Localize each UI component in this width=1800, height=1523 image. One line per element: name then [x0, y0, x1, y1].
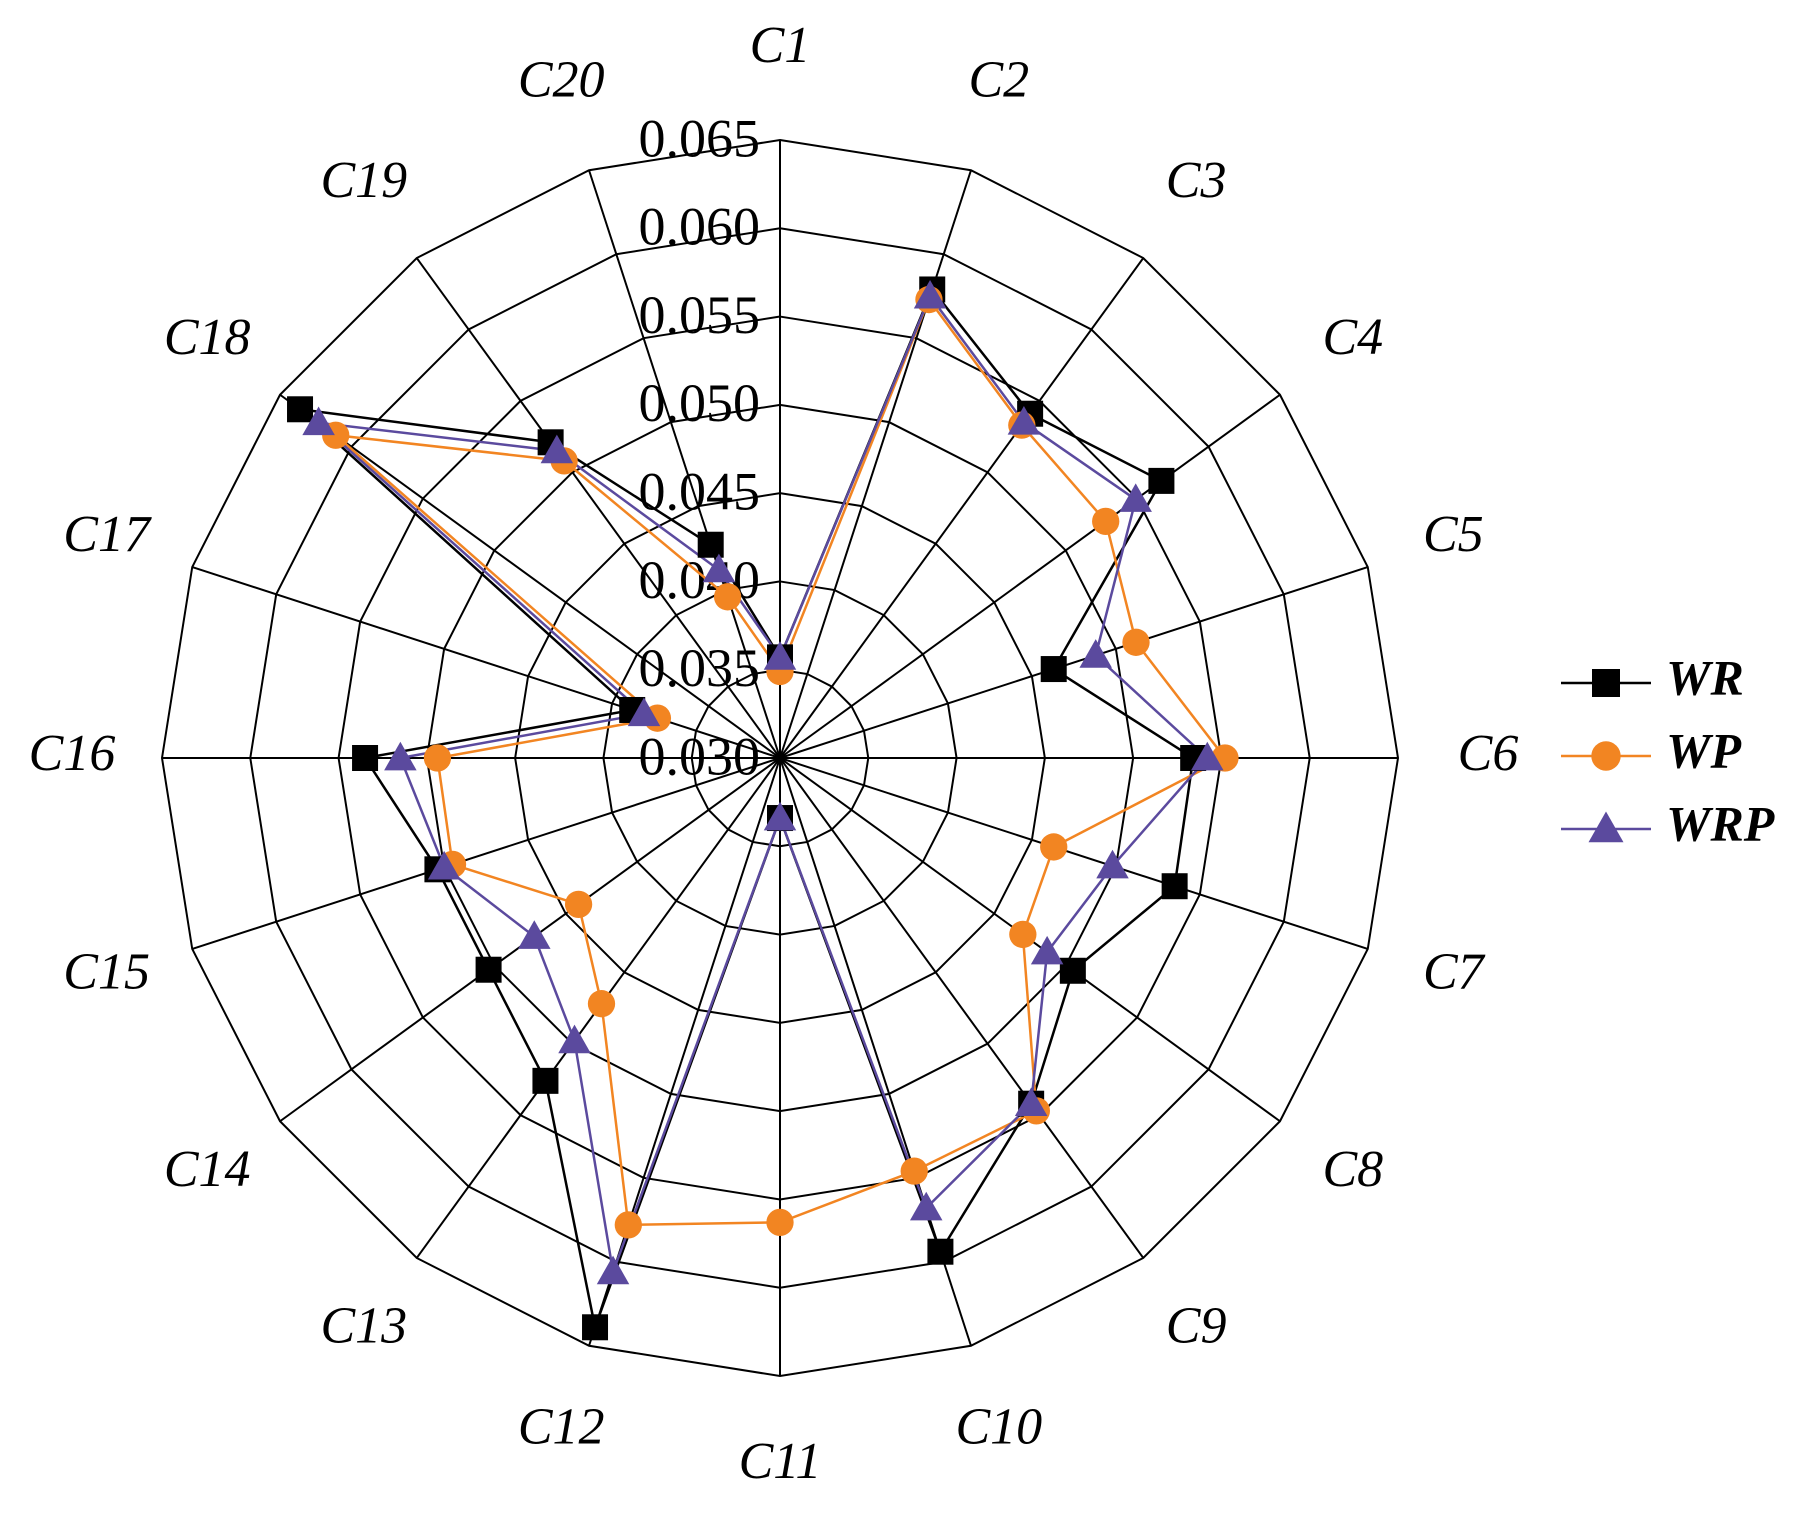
tick-label: 0.045: [639, 462, 761, 522]
marker-square: [927, 1238, 954, 1265]
marker-circle: [423, 744, 452, 772]
category-label: C17: [63, 506, 152, 563]
legend-label: WR: [1666, 649, 1744, 705]
category-label: C16: [29, 725, 116, 782]
marker-circle: [766, 1208, 794, 1237]
marker-square: [1161, 873, 1188, 900]
marker-triangle: [1191, 741, 1224, 771]
marker-square: [697, 531, 724, 558]
category-label: C3: [1166, 152, 1227, 209]
spoke: [191, 566, 781, 759]
category-label: C19: [321, 152, 408, 209]
marker-triangle: [1030, 935, 1064, 965]
category-label: C2: [968, 52, 1029, 109]
category-label: C8: [1322, 1141, 1383, 1198]
marker-triangle: [763, 641, 797, 670]
spoke: [588, 169, 781, 759]
marker-triangle: [558, 1024, 591, 1054]
category-label: C7: [1423, 944, 1486, 1001]
marker-triangle: [702, 553, 736, 583]
marker-square: [582, 1314, 609, 1341]
legend-label: WP: [1666, 722, 1741, 778]
marker-triangle: [627, 697, 661, 727]
marker-triangle: [1096, 849, 1129, 879]
marker-circle: [1040, 833, 1068, 861]
marker-triangle: [1119, 483, 1152, 512]
category-label: C5: [1423, 506, 1484, 563]
spoke: [191, 757, 781, 950]
marker-triangle: [1014, 1087, 1048, 1117]
marker-circle: [1092, 507, 1120, 536]
tick-label: 0.035: [639, 638, 761, 698]
category-label: C12: [518, 1398, 605, 1455]
marker-circle: [564, 890, 593, 918]
marker-triangle: [909, 1191, 943, 1221]
marker-circle: [1009, 920, 1037, 949]
legend-marker: [1591, 741, 1621, 771]
spoke: [779, 757, 1145, 1259]
marker-triangle: [913, 279, 947, 309]
spoke: [279, 393, 781, 759]
marker-square: [1040, 656, 1067, 683]
series-line: [314, 293, 1210, 1277]
marker-circle: [900, 1157, 928, 1185]
marker-square: [532, 1067, 559, 1094]
marker-triangle: [1079, 639, 1112, 668]
category-label: C4: [1322, 309, 1383, 366]
marker-triangle: [763, 801, 797, 831]
marker-triangle: [1007, 406, 1041, 435]
marker-triangle: [540, 434, 574, 464]
marker-square: [1148, 467, 1175, 494]
spoke: [779, 393, 1281, 759]
tick-label: 0.030: [639, 726, 761, 786]
marker-square: [287, 396, 314, 423]
marker-square: [475, 956, 502, 983]
marker-square: [352, 745, 379, 771]
marker-circle: [614, 1211, 642, 1239]
marker-triangle: [302, 406, 335, 436]
legend-marker: [1588, 811, 1624, 843]
spoke: [779, 757, 1369, 950]
spoke: [779, 566, 1369, 759]
category-label: C11: [739, 1433, 822, 1490]
category-label: C9: [1166, 1298, 1227, 1355]
marker-circle: [713, 583, 742, 611]
legend-marker: [1592, 669, 1620, 697]
category-label: C10: [955, 1398, 1042, 1455]
tick-label: 0.050: [639, 373, 761, 433]
marker-triangle: [518, 920, 551, 949]
category-label: C18: [164, 309, 251, 366]
spoke: [779, 257, 1145, 759]
category-label: C20: [518, 52, 605, 109]
marker-triangle: [384, 741, 417, 771]
marker-square: [1059, 957, 1086, 984]
category-label: C13: [321, 1298, 408, 1355]
tick-label: 0.055: [639, 285, 761, 345]
marker-circle: [587, 990, 616, 1018]
tick-label: 0.065: [639, 108, 761, 168]
spoke: [779, 169, 972, 759]
tick-label: 0.060: [639, 197, 761, 257]
marker-circle: [1122, 628, 1150, 656]
marker-triangle: [596, 1255, 630, 1285]
category-label: C6: [1458, 725, 1519, 782]
legend-label: WRP: [1666, 795, 1775, 851]
category-label: C1: [750, 17, 811, 74]
marker-triangle: [427, 850, 461, 880]
category-label: C14: [164, 1141, 251, 1198]
spoke: [415, 257, 781, 759]
category-label: C15: [63, 944, 150, 1001]
